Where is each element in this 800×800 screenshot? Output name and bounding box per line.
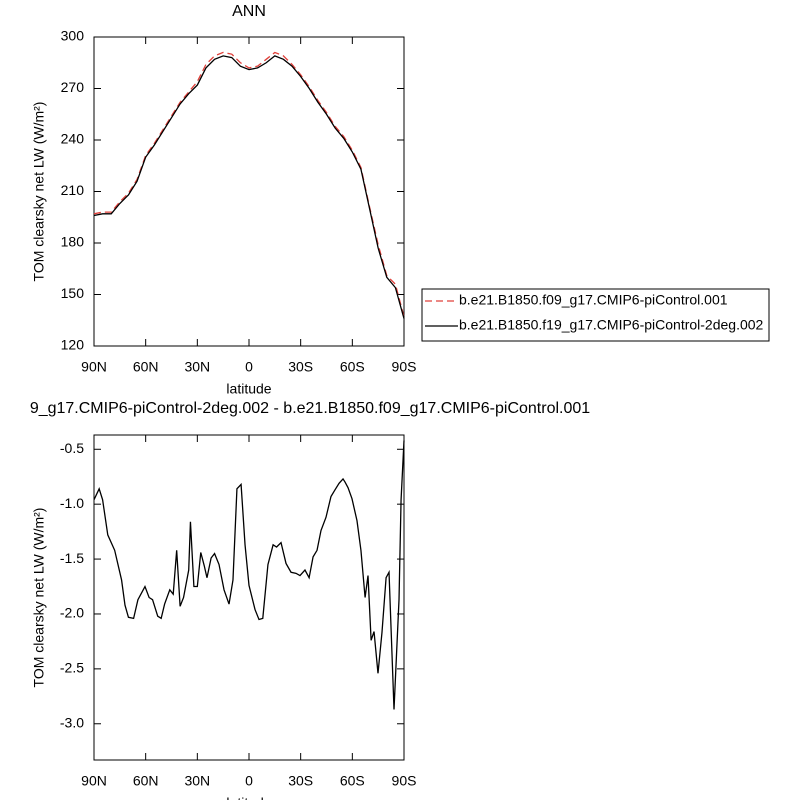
y-tick-label: 240 <box>61 131 85 147</box>
x-tick-label: 90N <box>81 359 107 375</box>
x-tick-label: 30N <box>184 359 210 375</box>
x-tick-label: 90S <box>392 359 417 375</box>
y-tick-label: 210 <box>61 182 85 198</box>
chart-title: ANN <box>232 3 266 20</box>
y-tick-label: -0.5 <box>60 440 84 456</box>
x-tick-label: 90N <box>81 773 107 789</box>
y-tick-label: -2.5 <box>60 660 84 676</box>
y-tick-label: -3.0 <box>60 714 84 730</box>
chart-title: 9_g17.CMIP6-piControl-2deg.002 - b.e21.B… <box>30 400 590 417</box>
y-tick-label: -2.0 <box>60 605 84 621</box>
y-tick-label: 180 <box>61 234 85 250</box>
x-tick-label: 60S <box>340 773 365 789</box>
x-tick-label: 30N <box>184 773 210 789</box>
x-tick-label: 90S <box>392 773 417 789</box>
y-axis-label: TOM clearsky net LW (W/m²) <box>31 102 47 282</box>
plot-frame <box>93 434 405 761</box>
y-tick-label: 270 <box>61 79 85 95</box>
x-tick-label: 60N <box>133 773 159 789</box>
x-tick-label: 0 <box>245 359 253 375</box>
data-line <box>93 51 405 317</box>
legend-label: b.e21.B1850.f09_g17.CMIP6-piControl.001 <box>459 292 728 308</box>
x-axis-label: latitude <box>226 381 271 397</box>
x-tick-label: 60N <box>133 359 159 375</box>
y-tick-label: 150 <box>61 285 85 301</box>
x-tick-label: 30S <box>288 773 313 789</box>
data-line <box>93 440 405 710</box>
y-tick-label: 300 <box>61 28 85 44</box>
y-tick-label: -1.5 <box>60 550 84 566</box>
legend-box <box>421 288 770 342</box>
y-tick-label: 120 <box>61 337 85 353</box>
x-axis-label: latitude <box>226 795 271 800</box>
x-tick-label: 0 <box>245 773 253 789</box>
legend-label: b.e21.B1850.f19_g17.CMIP6-piControl-2deg… <box>459 317 764 333</box>
x-tick-label: 60S <box>340 359 365 375</box>
y-tick-label: -1.0 <box>60 495 84 511</box>
y-axis-label: TOM clearsky net LW (W/m²) <box>31 508 47 688</box>
plot-frame <box>93 36 405 347</box>
data-line <box>93 55 405 319</box>
x-tick-label: 30S <box>288 359 313 375</box>
